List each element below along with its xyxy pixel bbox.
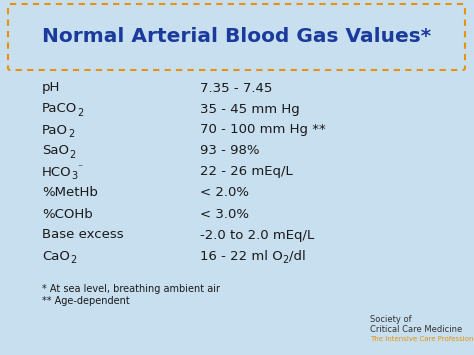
Text: 7.35 - 7.45: 7.35 - 7.45 bbox=[200, 82, 273, 94]
Text: Society of: Society of bbox=[370, 315, 411, 323]
Text: 2: 2 bbox=[68, 129, 74, 139]
Text: The Intensive Care Professionals: The Intensive Care Professionals bbox=[370, 336, 474, 342]
Text: 16 - 22 ml O: 16 - 22 ml O bbox=[200, 250, 283, 262]
Text: ** Age-dependent: ** Age-dependent bbox=[42, 296, 130, 306]
Text: %MetHb: %MetHb bbox=[42, 186, 98, 200]
Text: 35 - 45 mm Hg: 35 - 45 mm Hg bbox=[200, 103, 300, 115]
Text: Normal Arterial Blood Gas Values*: Normal Arterial Blood Gas Values* bbox=[43, 27, 431, 47]
Text: 2: 2 bbox=[70, 255, 76, 265]
Text: < 2.0%: < 2.0% bbox=[200, 186, 249, 200]
Text: < 3.0%: < 3.0% bbox=[200, 208, 249, 220]
Text: 2: 2 bbox=[77, 108, 83, 118]
Text: %COHb: %COHb bbox=[42, 208, 93, 220]
Text: -2.0 to 2.0 mEq/L: -2.0 to 2.0 mEq/L bbox=[200, 229, 314, 241]
FancyBboxPatch shape bbox=[8, 4, 465, 70]
Text: SaO: SaO bbox=[42, 144, 69, 158]
Text: 2: 2 bbox=[283, 255, 289, 265]
Text: PaCO: PaCO bbox=[42, 103, 77, 115]
Text: 22 - 26 mEq/L: 22 - 26 mEq/L bbox=[200, 165, 293, 179]
Text: HCO: HCO bbox=[42, 165, 72, 179]
Text: 93 - 98%: 93 - 98% bbox=[200, 144, 259, 158]
Text: PaO: PaO bbox=[42, 124, 68, 137]
Text: ⁻: ⁻ bbox=[78, 163, 83, 173]
Text: 2: 2 bbox=[69, 150, 75, 160]
Text: 3: 3 bbox=[72, 171, 78, 181]
Text: Critical Care Medicine: Critical Care Medicine bbox=[370, 324, 462, 333]
Text: Base excess: Base excess bbox=[42, 229, 124, 241]
Text: * At sea level, breathing ambient air: * At sea level, breathing ambient air bbox=[42, 284, 220, 294]
Text: 70 - 100 mm Hg **: 70 - 100 mm Hg ** bbox=[200, 124, 326, 137]
Text: /dl: /dl bbox=[289, 250, 306, 262]
Text: pH: pH bbox=[42, 82, 60, 94]
Text: CaO: CaO bbox=[42, 250, 70, 262]
